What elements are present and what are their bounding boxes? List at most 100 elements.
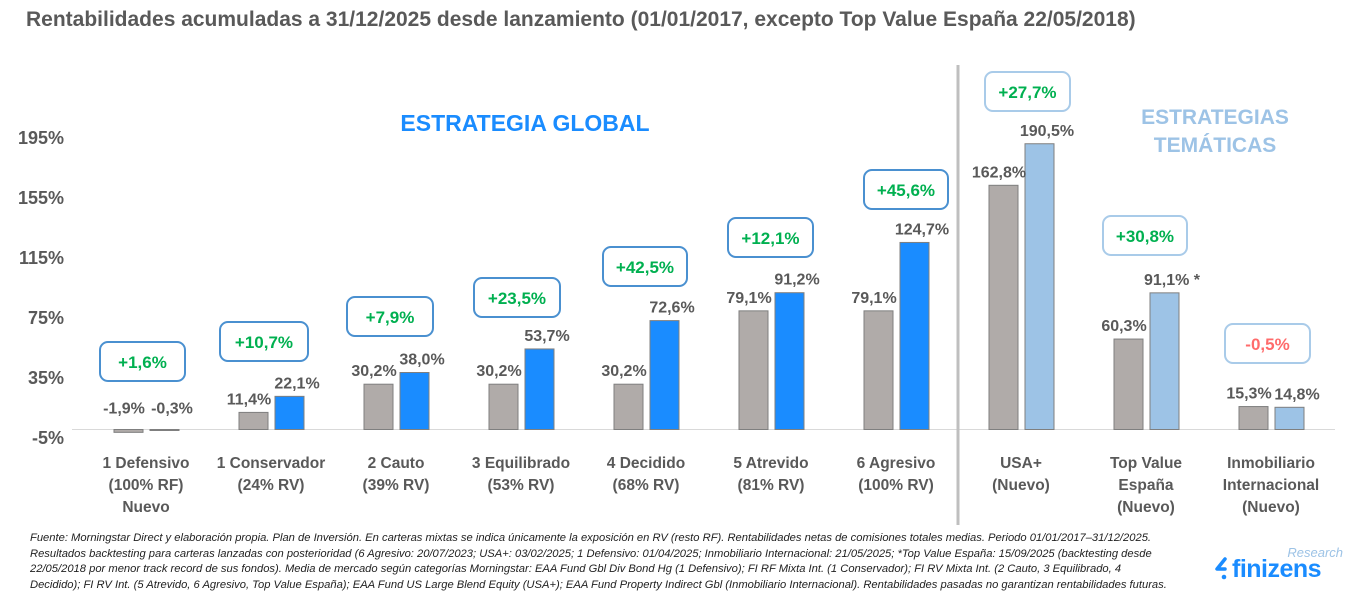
section-label-thematic: ESTRATEGIAS TEMÁTICAS [1130, 104, 1300, 160]
data-label-finizens: 72,6% [649, 300, 694, 317]
category-label: (53% RV) [488, 477, 555, 494]
difference-label: +45,6% [877, 181, 935, 200]
data-label-finizens: 124,7% [895, 221, 949, 238]
bar-finizens [774, 292, 805, 431]
difference-label: -0,5% [1245, 335, 1289, 354]
difference-box [99, 341, 186, 382]
category-label: España [1118, 477, 1174, 494]
difference-label: +10,7% [235, 333, 293, 352]
bar-finizens [149, 429, 180, 431]
data-label-finizens: 38,0% [399, 352, 444, 369]
category-label: 2 Cauto [368, 455, 425, 472]
bar-market [1238, 406, 1269, 430]
data-label-finizens: 91,2% [774, 272, 819, 289]
category-label: 6 Agresivo [857, 455, 936, 472]
data-label-finizens: 53,7% [524, 328, 569, 345]
category-label: (39% RV) [363, 477, 430, 494]
category-label: (Nuevo) [1242, 499, 1300, 516]
difference-box [727, 217, 814, 258]
difference-label: +12,1% [741, 229, 799, 248]
data-label-finizens: -0,3% [151, 401, 193, 418]
difference-box [219, 321, 309, 362]
category-label: (68% RV) [613, 477, 680, 494]
section-label-global: ESTRATEGIA GLOBAL [400, 110, 650, 136]
data-label-finizens: 91,1% * [1144, 272, 1201, 289]
data-label-market: 15,3% [1226, 386, 1271, 403]
difference-label: +42,5% [616, 258, 674, 277]
data-label-market: 79,1% [851, 290, 896, 307]
difference-label: +1,6% [118, 353, 167, 372]
data-label-market: 30,2% [351, 363, 396, 380]
category-label: (100% RV) [858, 477, 934, 494]
data-label-finizens: 14,8% [1274, 386, 1319, 403]
bar-finizens [399, 372, 430, 430]
difference-box [863, 169, 949, 210]
data-label-market: 162,8% [972, 164, 1026, 181]
logo-mark-icon [1215, 557, 1227, 580]
difference-label: +30,8% [1116, 227, 1174, 246]
category-label: Nuevo [122, 499, 169, 516]
difference-label: +7,9% [366, 308, 415, 327]
footnote: Fuente: Morningstar Direct y elaboración… [30, 532, 1167, 591]
difference-box [602, 246, 688, 287]
data-label-market: 30,2% [476, 363, 521, 380]
y-tick-label: 35% [28, 368, 64, 388]
bar-market [238, 411, 269, 430]
category-label: 4 Decidido [607, 455, 685, 472]
section-label-thematic-line1: ESTRATEGIAS [1141, 106, 1289, 129]
bar-finizens [1149, 292, 1180, 430]
bar-finizens [899, 241, 930, 430]
difference-box [473, 277, 561, 318]
category-label: (100% RF) [109, 477, 184, 494]
category-label: 1 Defensivo [102, 455, 189, 472]
difference-box [346, 296, 434, 337]
y-tick-label: 115% [19, 248, 64, 268]
difference-label: +23,5% [488, 289, 546, 308]
difference-box [1224, 323, 1311, 364]
bar-market [363, 383, 394, 431]
y-tick-label: 75% [28, 308, 64, 328]
bar-finizens [1024, 143, 1055, 430]
category-label: 3 Equilibrado [472, 455, 570, 472]
data-label-market: -1,9% [103, 401, 145, 418]
bar-market [863, 310, 894, 431]
bar-chart: 195% 155% 115% 75% 35% -5% -1,9% -0,3% +1,6% 1 De… [18, 65, 1335, 525]
logo-research: Research [1287, 545, 1343, 560]
finizens-logo: Research finizens [1212, 545, 1347, 585]
data-label-finizens: 190,5% [1020, 123, 1074, 140]
category-label: Top Value [1110, 455, 1182, 472]
bar-market [988, 184, 1019, 430]
data-label-market: 30,2% [601, 363, 646, 380]
category-label: (Nuevo) [1117, 499, 1175, 516]
category-label: 1 Conservador [217, 455, 326, 472]
data-label-market: 79,1% [726, 290, 771, 307]
y-tick-label: -5% [32, 428, 64, 448]
category-label: (24% RV) [238, 477, 305, 494]
logo-name: finizens [1232, 555, 1322, 583]
category-label: Internacional [1223, 477, 1319, 494]
bar-market [1113, 338, 1144, 430]
category-label: 5 Atrevido [733, 455, 808, 472]
bar-market [113, 429, 144, 433]
data-label-market: 60,3% [1101, 318, 1146, 335]
difference-label: +27,7% [998, 83, 1056, 102]
bar-finizens [649, 320, 680, 431]
y-tick-label: 155% [18, 188, 64, 208]
bar-market [613, 383, 644, 431]
section-label-thematic-line2: TEMÁTICAS [1153, 134, 1277, 157]
category-label: (Nuevo) [992, 477, 1050, 494]
bar-finizens [524, 348, 555, 431]
y-tick-label: 195% [18, 128, 64, 148]
difference-box [1102, 215, 1188, 256]
data-label-finizens: 22,1% [274, 375, 319, 392]
bar-market [738, 310, 769, 431]
data-label-market: 11,4% [227, 391, 271, 408]
chart-title: Rentabilidades acumuladas a 31/12/2025 d… [26, 8, 1136, 31]
bar-finizens [1274, 406, 1305, 430]
category-label: USA+ [1000, 455, 1042, 472]
difference-box [984, 71, 1071, 112]
bar-finizens [274, 395, 305, 431]
category-label: Inmobiliario [1227, 455, 1315, 472]
bar-market [488, 383, 519, 431]
category-label: (81% RV) [738, 477, 805, 494]
